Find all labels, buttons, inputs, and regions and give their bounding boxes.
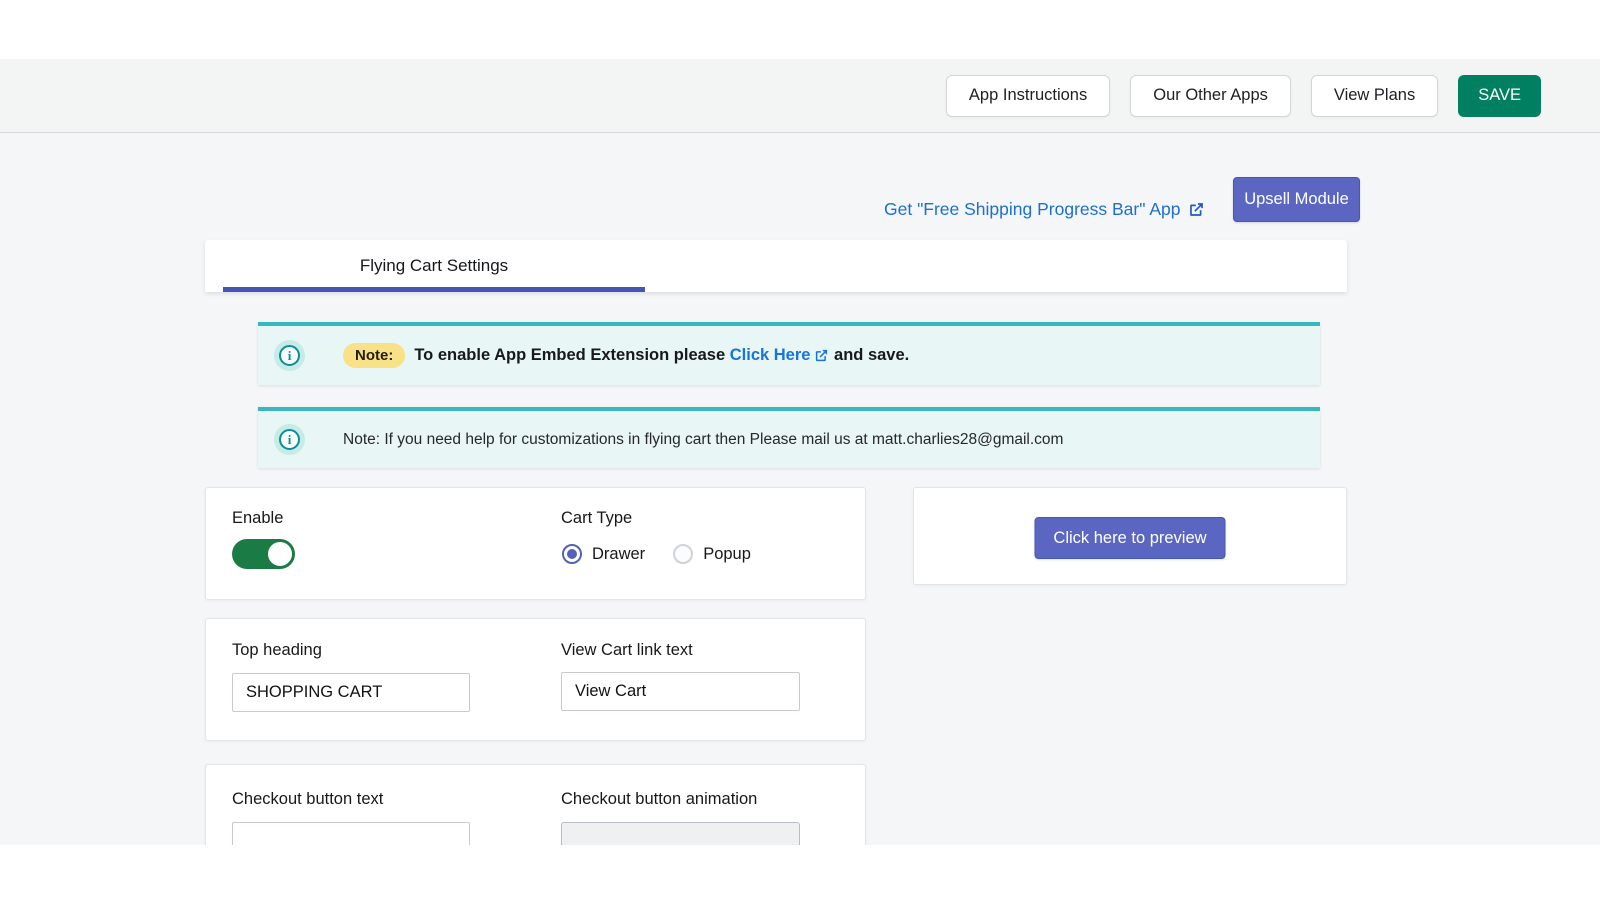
help-note-text: Note: If you need help for customization… [343, 430, 1064, 448]
checkout-card: Checkout button text Checkout button ani… [205, 764, 866, 845]
view-cart-link-input[interactable] [561, 672, 800, 711]
active-tab-underline [223, 287, 645, 292]
free-shipping-app-link[interactable]: Get "Free Shipping Progress Bar" App [884, 199, 1205, 220]
note-badge: Note: [343, 343, 406, 368]
preview-card: Click here to preview [913, 487, 1347, 585]
free-shipping-link-label: Get "Free Shipping Progress Bar" App [884, 199, 1181, 219]
radio-popup[interactable]: Popup [673, 544, 751, 564]
cart-type-label: Cart Type [561, 509, 633, 527]
app-instructions-button[interactable]: App Instructions [945, 74, 1111, 117]
click-here-link[interactable]: Click Here [730, 346, 830, 365]
our-other-apps-button[interactable]: Our Other Apps [1130, 74, 1291, 117]
toggle-knob [268, 542, 292, 566]
info-icon: i [274, 424, 305, 455]
save-button[interactable]: SAVE [1458, 74, 1541, 117]
tab-label: Flying Cart Settings [359, 256, 509, 275]
top-heading-label: Top heading [232, 641, 322, 659]
checkout-button-animation-select[interactable] [561, 822, 800, 845]
enable-toggle[interactable] [232, 539, 295, 569]
external-link-icon [816, 349, 828, 362]
main-content: Get "Free Shipping Progress Bar" App Ups… [0, 133, 1600, 845]
embed-note-before: To enable App Embed Extension please [414, 346, 730, 364]
radio-drawer-label: Drawer [592, 544, 646, 563]
upsell-module-button[interactable]: Upsell Module [1233, 177, 1360, 222]
cart-type-radio-group: Drawer Popup [562, 544, 765, 564]
checkout-button-text-input[interactable] [232, 822, 470, 845]
tab-bar: Flying Cart Settings [205, 240, 1347, 292]
embed-note-text: To enable App Embed Extension please Cli… [414, 346, 909, 365]
top-heading-input[interactable] [232, 673, 470, 712]
heading-card: Top heading View Cart link text [205, 618, 866, 741]
header-bar: App Instructions Our Other Apps View Pla… [0, 59, 1600, 133]
info-icon: i [274, 340, 305, 371]
external-link-icon [1190, 203, 1204, 216]
help-note-banner: i Note: If you need help for customizati… [258, 407, 1320, 468]
embed-note-after: and save. [829, 346, 910, 364]
radio-unselected-icon [673, 544, 694, 564]
radio-drawer[interactable]: Drawer [562, 544, 645, 564]
radio-popup-label: Popup [703, 544, 751, 563]
view-plans-button[interactable]: View Plans [1310, 74, 1439, 117]
preview-button[interactable]: Click here to preview [1034, 517, 1226, 559]
enable-cart-type-card: Enable Cart Type Drawer Popup [205, 487, 866, 600]
radio-selected-icon [562, 544, 582, 564]
checkout-button-animation-label: Checkout button animation [561, 790, 758, 808]
view-cart-link-label: View Cart link text [561, 641, 693, 659]
enable-label: Enable [232, 509, 284, 527]
app-embed-note-banner: i Note: To enable App Embed Extension pl… [258, 322, 1320, 385]
tab-flying-cart-settings[interactable]: Flying Cart Settings [223, 240, 645, 292]
click-here-label: Click Here [729, 346, 811, 364]
checkout-button-text-label: Checkout button text [232, 790, 384, 808]
